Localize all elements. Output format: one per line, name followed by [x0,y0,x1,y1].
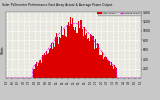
Text: Watts: Watts [1,46,5,54]
Legend: Actual Power, Average Power: Actual Power, Average Power [98,12,141,15]
Bar [49,49,50,78]
Bar [113,69,114,78]
Bar [72,18,73,78]
Bar [83,36,84,78]
Bar [79,28,80,78]
Bar [61,26,62,78]
Bar [54,48,55,78]
Bar [64,29,65,78]
Bar [108,61,109,78]
Bar [55,37,56,78]
Bar [66,37,67,78]
Bar [59,37,60,78]
Bar [88,34,89,78]
Bar [40,60,41,78]
Bar [93,36,94,78]
Bar [44,53,45,78]
Bar [74,30,75,78]
Bar [97,43,98,78]
Bar [89,41,90,78]
Bar [46,51,47,78]
Bar [56,33,57,78]
Bar [68,22,69,78]
Bar [52,50,53,78]
Bar [60,28,61,78]
Bar [53,43,54,78]
Bar [42,55,43,78]
Bar [114,65,115,78]
Bar [91,36,92,78]
Bar [43,55,44,78]
Bar [78,22,79,78]
Bar [110,65,111,78]
Bar [106,57,107,78]
Bar [80,20,81,78]
Bar [45,55,46,78]
Bar [63,35,64,78]
Bar [100,55,101,78]
Bar [102,52,103,78]
Bar [86,33,87,78]
Bar [62,35,63,78]
Bar [41,63,42,78]
Bar [115,67,116,78]
Bar [92,36,93,78]
Bar [70,17,71,78]
Bar [71,24,72,78]
Bar [48,53,49,78]
Bar [90,34,91,78]
Bar [109,61,110,78]
Bar [37,66,38,78]
Bar [82,29,83,78]
Bar [99,56,100,78]
Bar [98,44,99,78]
Bar [73,27,74,78]
Bar [87,40,88,78]
Bar [95,39,96,78]
Bar [77,33,78,78]
Bar [81,20,82,78]
Bar [112,66,113,78]
Bar [76,33,77,78]
Bar [51,43,52,78]
Bar [47,57,48,78]
Bar [39,61,40,78]
Bar [101,55,102,78]
Bar [58,44,59,78]
Text: Solar PV/Inverter Performance East Array Actual & Average Power Output: Solar PV/Inverter Performance East Array… [2,3,112,7]
Bar [36,62,37,78]
Bar [32,66,33,78]
Bar [57,37,58,78]
Bar [75,22,76,78]
Bar [69,26,70,78]
Bar [103,59,104,78]
Bar [33,69,34,78]
Bar [84,27,85,78]
Bar [104,57,105,78]
Bar [38,63,39,78]
Bar [67,25,68,78]
Bar [35,64,36,78]
Bar [65,36,66,78]
Bar [94,49,95,78]
Bar [96,48,97,78]
Bar [85,35,86,78]
Bar [34,69,35,78]
Bar [105,57,106,78]
Bar [107,60,108,78]
Bar [111,62,112,78]
Bar [50,48,51,78]
